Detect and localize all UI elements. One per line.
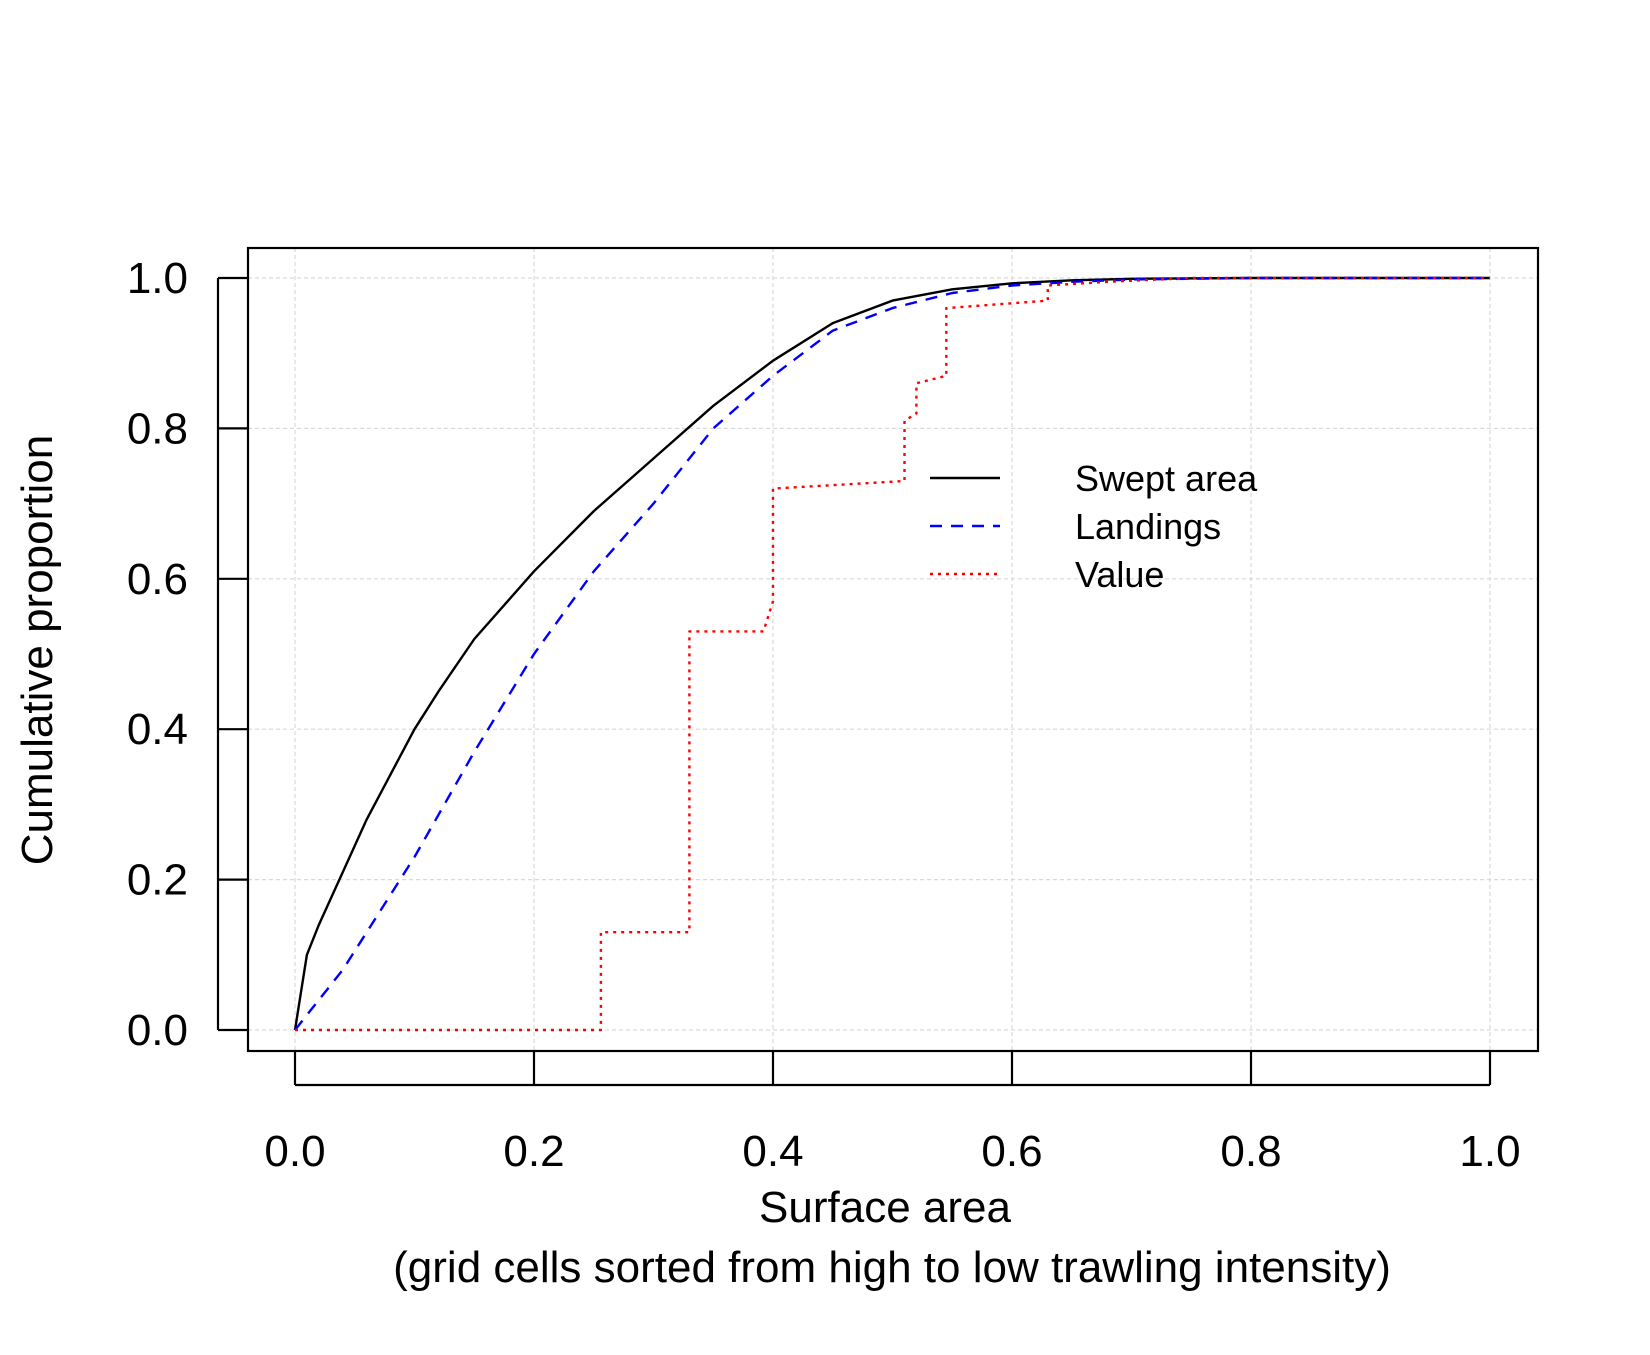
y-tick-label-2: 0.4 [127,705,188,754]
legend-label-1: Landings [1075,506,1221,547]
plot-area-frame [246,246,1540,1053]
x-axis-subtitle: (grid cells sorted from high to low traw… [393,1243,1391,1292]
y-tick-label-3: 0.6 [127,555,188,604]
legend: Swept area Landings Value [930,458,1258,595]
series-layer [293,276,1490,1032]
x-axis-title: Surface area [759,1183,1011,1232]
grid-layer [248,248,1538,1051]
series-line-landings [294,276,1490,1031]
y-axis: 0.0 0.2 0.4 0.6 0.8 1.0 [127,254,248,1055]
x-tick-label-2: 0.4 [742,1127,803,1176]
x-tick-label-4: 0.8 [1220,1127,1281,1176]
x-tick-label-0: 0.0 [264,1127,325,1176]
y-axis-title: Cumulative proportion [13,435,62,865]
y-tick-label-0: 0.0 [127,1006,188,1055]
x-tick-label-5: 1.0 [1459,1127,1520,1176]
x-axis: 0.0 0.2 0.4 0.6 0.8 1.0 [264,1051,1521,1176]
y-tick-label-5: 1.0 [127,254,188,303]
legend-label-2: Value [1075,554,1164,595]
y-tick-label-1: 0.2 [127,856,188,905]
series-line-value [295,276,1490,1032]
y-tick-label-4: 0.8 [127,404,188,453]
x-tick-label-1: 0.2 [503,1127,564,1176]
series-line-swept-area [293,276,1490,1031]
x-tick-label-3: 0.6 [981,1127,1042,1176]
legend-label-0: Swept area [1075,458,1258,499]
